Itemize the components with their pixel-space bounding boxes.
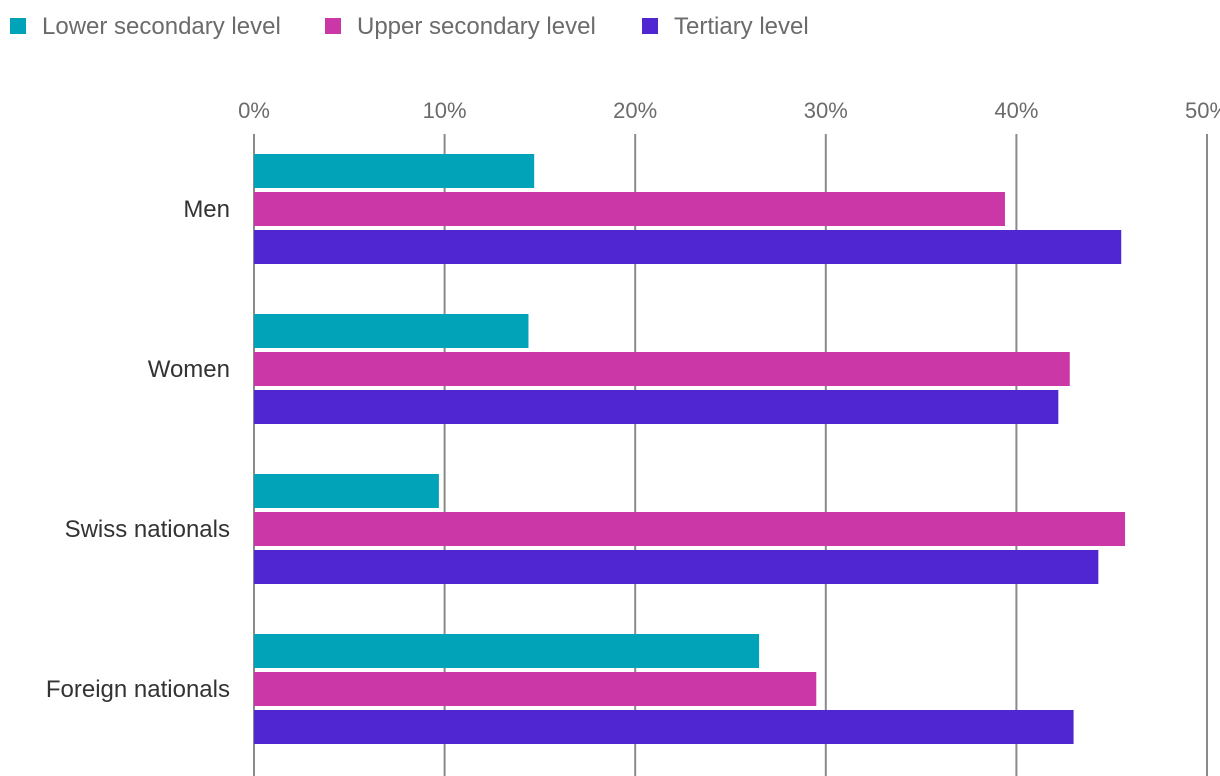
category-labels: Men Women Swiss nationals Foreign nationals	[46, 196, 230, 703]
legend-swatch	[10, 18, 26, 34]
bars	[254, 154, 1126, 744]
legend-label: Upper secondary level	[357, 13, 596, 40]
category-label-men: Men	[183, 196, 230, 223]
bar-foreign-nationals-lower-secondary-level	[254, 634, 760, 668]
bar-foreign-nationals-tertiary-level	[254, 710, 1074, 744]
legend-label: Tertiary level	[674, 13, 809, 40]
category-label-swiss-nationals: Swiss nationals	[65, 516, 230, 543]
legend-label: Lower secondary level	[42, 13, 281, 40]
category-label-women: Women	[148, 356, 230, 383]
x-axis-ticks: 0% 10% 20% 30% 40% 50%	[238, 98, 1220, 123]
legend-item-tertiary-level[interactable]: Tertiary level	[642, 13, 809, 40]
legend: Lower secondary level Upper secondary lev…	[10, 13, 809, 40]
legend-swatch	[642, 18, 658, 34]
bar-foreign-nationals-upper-secondary-level	[254, 672, 817, 706]
bar-women-upper-secondary-level	[254, 352, 1070, 386]
bar-men-upper-secondary-level	[254, 192, 1005, 226]
bar-swiss-nationals-upper-secondary-level	[254, 512, 1126, 546]
legend-swatch	[325, 18, 341, 34]
bar-swiss-nationals-lower-secondary-level	[254, 474, 439, 508]
bar-women-tertiary-level	[254, 390, 1059, 424]
legend-item-upper-secondary-level[interactable]: Upper secondary level	[325, 13, 596, 40]
x-tick-label: 50%	[1185, 98, 1220, 123]
bar-swiss-nationals-tertiary-level	[254, 550, 1099, 584]
x-tick-label: 20%	[613, 98, 657, 123]
bar-men-lower-secondary-level	[254, 154, 535, 188]
bar-men-tertiary-level	[254, 230, 1122, 264]
legend-item-lower-secondary-level[interactable]: Lower secondary level	[10, 13, 281, 40]
x-tick-label: 40%	[994, 98, 1038, 123]
category-label-foreign-nationals: Foreign nationals	[46, 676, 230, 703]
x-tick-label: 10%	[423, 98, 467, 123]
bar-women-lower-secondary-level	[254, 314, 529, 348]
x-tick-label: 30%	[804, 98, 848, 123]
x-tick-label: 0%	[238, 98, 270, 123]
